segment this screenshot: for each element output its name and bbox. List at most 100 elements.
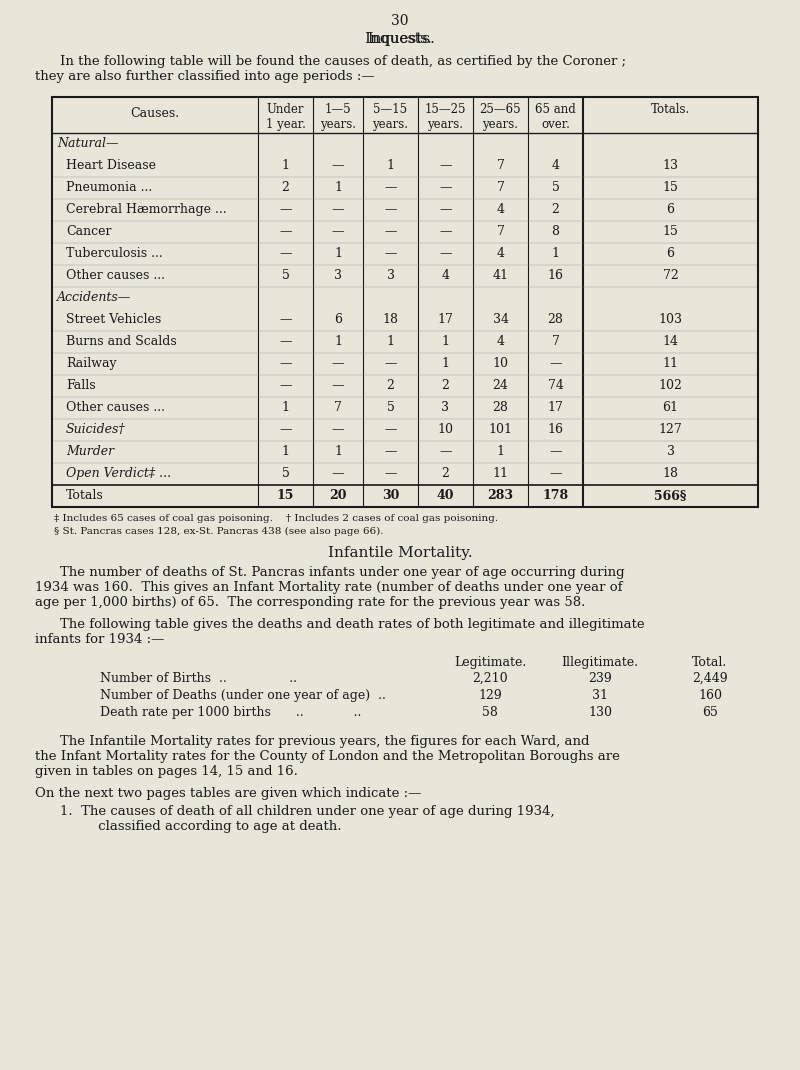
Text: —: —	[332, 379, 344, 392]
Text: —: —	[332, 357, 344, 370]
Text: 2: 2	[386, 379, 394, 392]
Text: 1: 1	[442, 335, 450, 348]
Text: Suicides†: Suicides†	[66, 423, 126, 435]
Text: the Infant Mortality rates for the County of London and the Metropolitan Borough: the Infant Mortality rates for the Count…	[35, 750, 620, 763]
Text: 1: 1	[334, 335, 342, 348]
Text: In the following table will be found the causes of death, as certified by the Co: In the following table will be found the…	[60, 55, 626, 68]
Text: 1: 1	[497, 445, 505, 458]
Text: 4: 4	[442, 269, 450, 282]
Text: —: —	[384, 247, 397, 260]
Text: —: —	[279, 423, 292, 435]
Text: 1: 1	[334, 445, 342, 458]
Text: 6: 6	[666, 203, 674, 216]
Text: 1: 1	[386, 159, 394, 172]
Text: 14: 14	[662, 335, 678, 348]
Text: 102: 102	[658, 379, 682, 392]
Text: 16: 16	[547, 269, 563, 282]
Text: 1: 1	[386, 335, 394, 348]
Text: —: —	[279, 379, 292, 392]
Text: 3: 3	[386, 269, 394, 282]
Text: 7: 7	[334, 401, 342, 414]
Text: On the next two pages tables are given which indicate :—: On the next two pages tables are given w…	[35, 788, 422, 800]
Text: Cerebral Hæmorrhage ...: Cerebral Hæmorrhage ...	[66, 203, 226, 216]
Text: 65 and
over.: 65 and over.	[535, 103, 576, 131]
Text: —: —	[332, 159, 344, 172]
Text: Natural—: Natural—	[57, 137, 118, 150]
Text: —: —	[279, 203, 292, 216]
Text: Illegitimate.: Illegitimate.	[562, 656, 638, 669]
Text: Inquests.: Inquests.	[368, 32, 432, 46]
Text: 3: 3	[666, 445, 674, 458]
Text: 4: 4	[497, 203, 505, 216]
Text: 3: 3	[334, 269, 342, 282]
Text: 2: 2	[442, 467, 450, 480]
Text: 5: 5	[282, 269, 290, 282]
Text: 72: 72	[662, 269, 678, 282]
Text: Falls: Falls	[66, 379, 96, 392]
Text: 15: 15	[277, 489, 294, 502]
Text: —: —	[550, 467, 562, 480]
Text: Causes.: Causes.	[130, 107, 179, 120]
Text: infants for 1934 :—: infants for 1934 :—	[35, 633, 164, 646]
Text: 127: 127	[658, 423, 682, 435]
Text: 2: 2	[551, 203, 559, 216]
Text: 1: 1	[334, 181, 342, 194]
Text: 13: 13	[662, 159, 678, 172]
Text: 18: 18	[382, 314, 398, 326]
Text: 2: 2	[282, 181, 290, 194]
Text: 30: 30	[382, 489, 399, 502]
Text: Other causes ...: Other causes ...	[66, 269, 165, 282]
Text: they are also further classified into age periods :—: they are also further classified into ag…	[35, 70, 374, 83]
Text: Infantile Mortality.: Infantile Mortality.	[328, 546, 472, 560]
Text: —: —	[439, 203, 452, 216]
Text: § St. Pancras cases 128, ex-St. Pancras 438 (see also page 66).: § St. Pancras cases 128, ex-St. Pancras …	[54, 528, 383, 536]
Text: 11: 11	[662, 357, 678, 370]
Text: 5: 5	[282, 467, 290, 480]
Text: 178: 178	[542, 489, 569, 502]
Text: classified according to age at death.: classified according to age at death.	[60, 820, 342, 834]
Text: 7: 7	[497, 225, 505, 238]
Text: 31: 31	[592, 689, 608, 702]
Text: age per 1,000 births) of 65.  The corresponding rate for the previous year was 5: age per 1,000 births) of 65. The corresp…	[35, 596, 586, 609]
Text: 5—15
years.: 5—15 years.	[373, 103, 409, 131]
Text: —: —	[332, 225, 344, 238]
Text: —: —	[384, 445, 397, 458]
Text: —: —	[332, 203, 344, 216]
Text: given in tables on pages 14, 15 and 16.: given in tables on pages 14, 15 and 16.	[35, 765, 298, 778]
Text: 129: 129	[478, 689, 502, 702]
Text: Under
1 year.: Under 1 year.	[266, 103, 306, 131]
Text: Pneumonia ...: Pneumonia ...	[66, 181, 152, 194]
Text: 15: 15	[662, 181, 678, 194]
Text: 41: 41	[493, 269, 509, 282]
Text: 6: 6	[666, 247, 674, 260]
Text: Open Verdict‡ ...: Open Verdict‡ ...	[66, 467, 171, 480]
Text: 2,210: 2,210	[472, 672, 508, 685]
Text: 5: 5	[551, 181, 559, 194]
Text: Legitimate.: Legitimate.	[454, 656, 526, 669]
Text: 1: 1	[551, 247, 559, 260]
Text: 30: 30	[391, 14, 409, 28]
Text: Other causes ...: Other causes ...	[66, 401, 165, 414]
Text: —: —	[384, 225, 397, 238]
Text: —: —	[279, 335, 292, 348]
Text: 16: 16	[547, 423, 563, 435]
Text: —: —	[384, 423, 397, 435]
Text: Railway: Railway	[66, 357, 117, 370]
Text: —: —	[279, 225, 292, 238]
Text: 103: 103	[658, 314, 682, 326]
Text: Totals: Totals	[66, 489, 104, 502]
Text: 10: 10	[438, 423, 454, 435]
Text: 5: 5	[386, 401, 394, 414]
Text: —: —	[550, 357, 562, 370]
Text: 3: 3	[442, 401, 450, 414]
Text: 28: 28	[547, 314, 563, 326]
Text: Heart Disease: Heart Disease	[66, 159, 156, 172]
Text: 283: 283	[487, 489, 514, 502]
Text: Death rate per 1000 births  ..    ..: Death rate per 1000 births .. ..	[100, 706, 362, 719]
Text: 1: 1	[282, 401, 290, 414]
Text: 1.  The causes of death of all children under one year of age during 1934,: 1. The causes of death of all children u…	[60, 805, 554, 817]
Text: 10: 10	[493, 357, 509, 370]
Text: 34: 34	[493, 314, 509, 326]
Text: 61: 61	[662, 401, 678, 414]
Text: 25—65
years.: 25—65 years.	[480, 103, 522, 131]
